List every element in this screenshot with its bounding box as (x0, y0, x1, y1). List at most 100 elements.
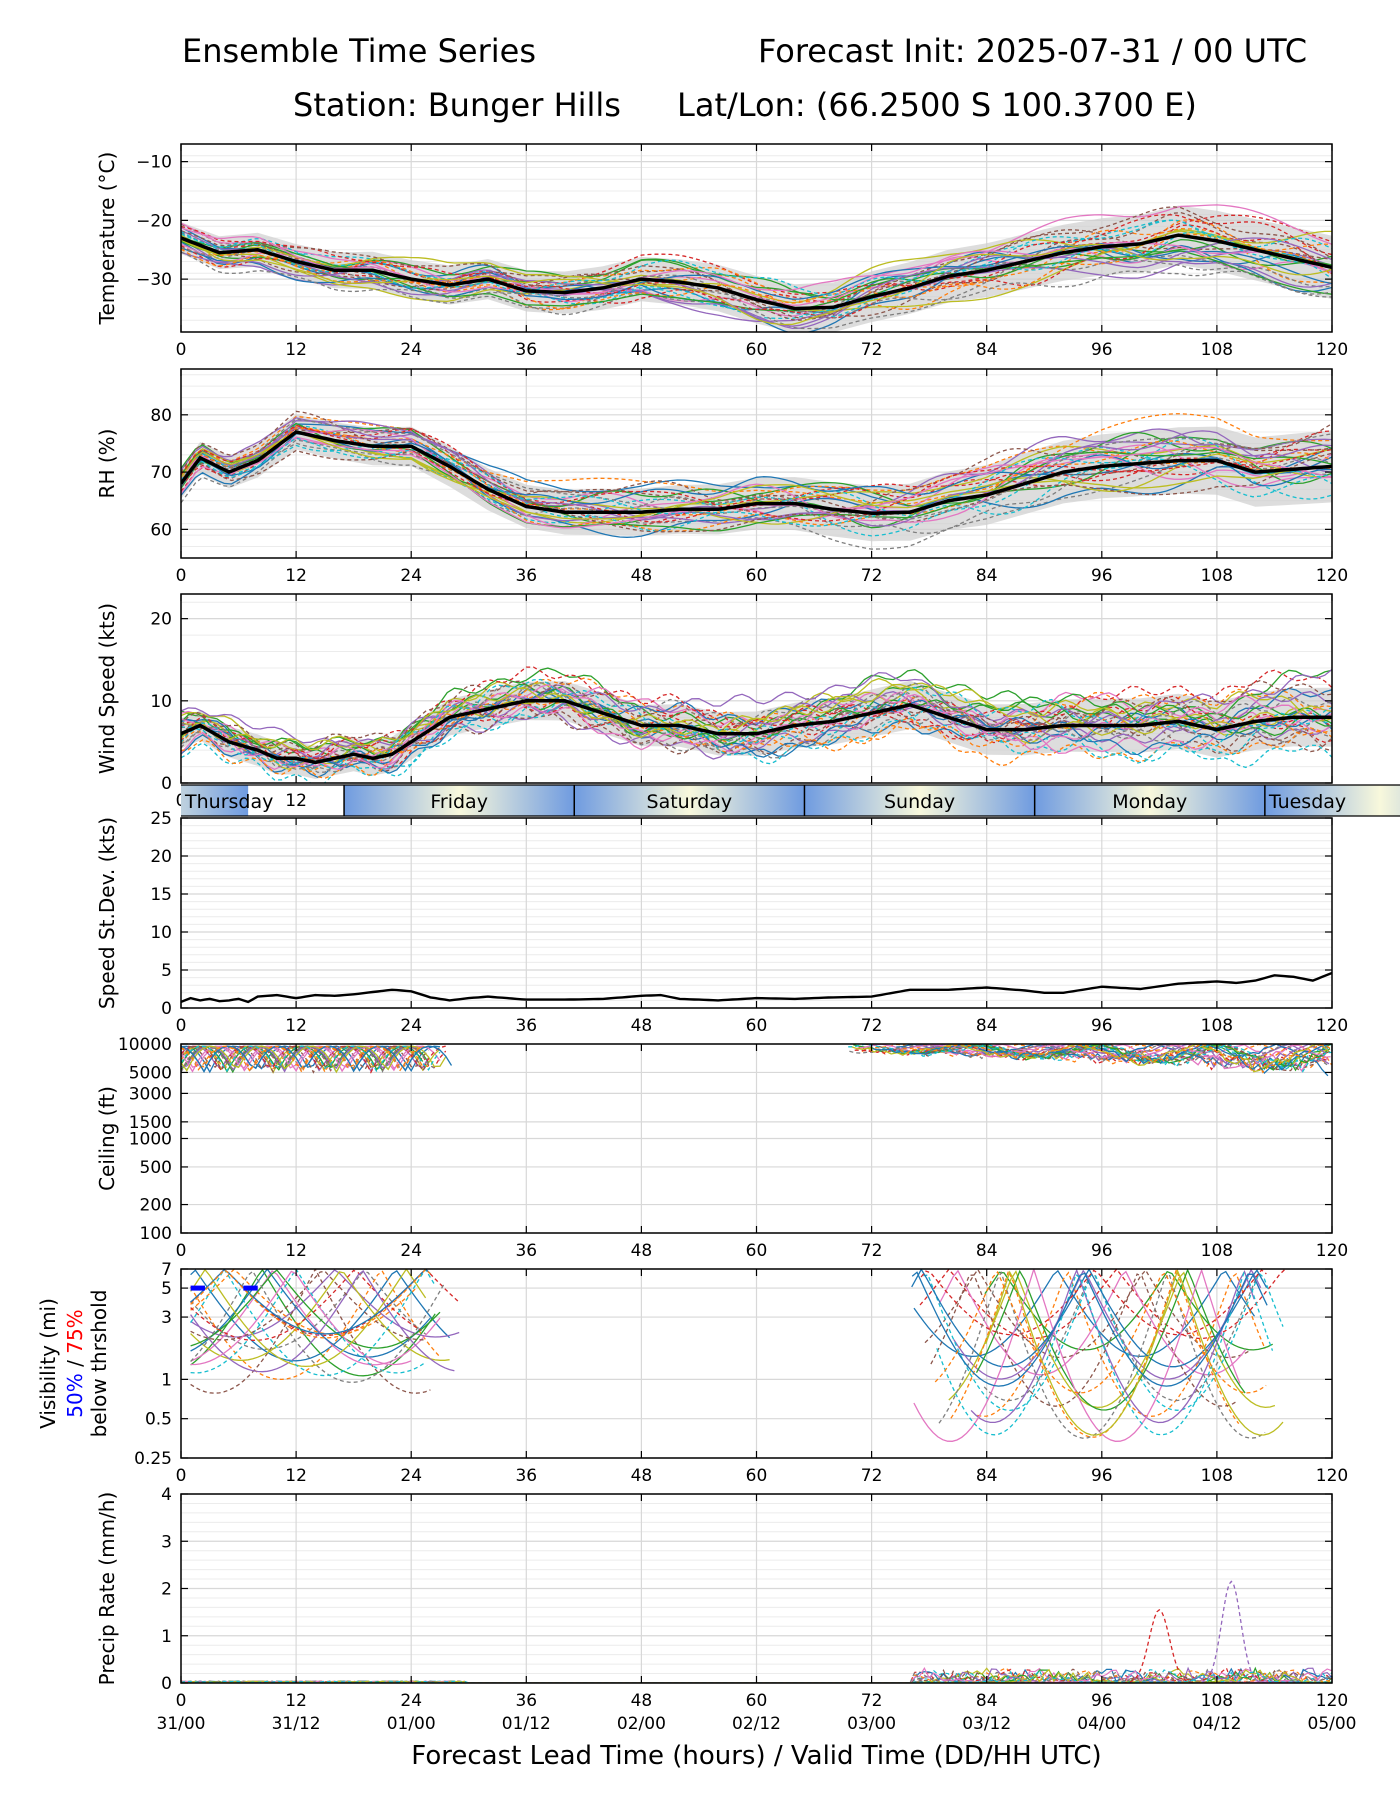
x-tick-label: 120 (1316, 1241, 1348, 1261)
ceiling-member-line (181, 1045, 423, 1073)
plot-area-sd (181, 971, 1332, 1004)
plot-area-precip (181, 1580, 1332, 1683)
visibility-member-line (911, 1271, 1268, 1387)
visibility-member-line (970, 1269, 1255, 1424)
x-tick-label: 60 (746, 566, 768, 586)
x-tick-label: 12 (285, 566, 307, 586)
y-tick-label: 1500 (129, 1113, 172, 1133)
y-tick-label: 10 (150, 692, 172, 712)
day-label: Thursday (184, 791, 273, 813)
visibility-member-line (190, 1269, 427, 1368)
panel-rh: 60 70 80 0 12 24 36 48 60 72 84 96 108 120 RH (%) (95, 368, 1348, 586)
x-tick-label: 72 (861, 566, 883, 586)
chart-title-latlon: Lat/Lon: (66.2500 S 100.3700 E) (677, 86, 1197, 124)
y-tick-label: 1 (161, 1627, 172, 1647)
y-axis-label: Speed St.Dev. (kts) (95, 817, 119, 1009)
precip-member-line (181, 1666, 1332, 1683)
x-tick-label: 12 (285, 1016, 307, 1036)
chart-title-left: Ensemble Time Series (182, 32, 536, 70)
visibility-member-line (190, 1269, 431, 1394)
y-tick-label: 20 (150, 610, 172, 630)
precip-spike-line (1173, 1580, 1289, 1683)
x-tick-label: 48 (631, 340, 653, 360)
y-axis-label: Visibility (mi) (36, 1298, 60, 1429)
ensemble-member-line (181, 442, 1332, 534)
y-tick-label: 10000 (118, 1035, 172, 1055)
y-tick-label: 5000 (129, 1063, 172, 1083)
label-75-percent: 75% (63, 1309, 87, 1353)
x-tick-label: 48 (631, 1016, 653, 1036)
y-tick-label: 0.25 (134, 1449, 172, 1469)
visibility-member-line (190, 1270, 446, 1383)
valid-time-label: 03/12 (962, 1714, 1011, 1734)
x-tick-label: 120 (1316, 1466, 1348, 1486)
x-tick-label: 108 (1201, 1691, 1233, 1711)
x-tick-label: 60 (746, 340, 768, 360)
visibility-member-line (190, 1270, 426, 1350)
ensemble-member-line (181, 679, 1332, 752)
ensemble-member-line (181, 228, 1332, 311)
y-axis-label-threshold: below thrshold (87, 1290, 111, 1438)
ensemble-member-line (181, 418, 1332, 521)
label-separator: / (63, 1354, 87, 1373)
x-tick-label: 84 (976, 340, 998, 360)
spread-band (181, 205, 1332, 332)
x-tick-label: 24 (400, 1241, 422, 1261)
x-tick-label: 84 (976, 1241, 998, 1261)
visibility-member-line (934, 1270, 1267, 1394)
ensemble-member-line (181, 678, 1332, 769)
visibility-member-line (938, 1271, 1266, 1439)
plot-area-rh (181, 410, 1332, 550)
visibility-member-line (985, 1269, 1284, 1436)
y-tick-label: 100 (140, 1224, 172, 1244)
x-tick-label: 72 (861, 340, 883, 360)
x-tick-label: 24 (400, 1466, 422, 1486)
x-tick-label: 36 (515, 340, 537, 360)
day-band: Thursday Friday Saturday Sunday Monday Tuesda… (181, 784, 1400, 817)
ceiling-member-line (181, 1045, 447, 1074)
ceiling-member-line (849, 1044, 1328, 1069)
x-tick-label: 12 (285, 1241, 307, 1261)
y-tick-label: 7 (161, 1260, 172, 1280)
ensemble-member-line (181, 682, 1332, 773)
plot-area-vis (190, 1269, 1285, 1442)
ensemble-mean-line (181, 971, 1332, 1004)
y-tick-label: 0 (161, 774, 172, 794)
x-tick-label: 72 (861, 1016, 883, 1036)
x-tick-label: 12 (285, 1691, 307, 1711)
ensemble-member-line (181, 433, 1332, 505)
ensemble-member-line (181, 683, 1332, 751)
y-axis-label: Ceiling (ft) (95, 1086, 119, 1191)
x-tick-label: 0 (176, 1016, 187, 1036)
visibility-member-line (920, 1269, 1267, 1336)
valid-time-label: 03/00 (847, 1714, 896, 1734)
ensemble-member-line (181, 666, 1332, 761)
x-tick-label: 24 (400, 1016, 422, 1036)
y-axis-label-percentiles: 50% / 75% (63, 1309, 87, 1417)
x-tick-label: 108 (1201, 340, 1233, 360)
ensemble-member-line (181, 427, 1332, 523)
ceiling-member-line (181, 1045, 441, 1073)
day-label: Tuesday (1268, 791, 1346, 813)
ensemble-member-line (181, 417, 1332, 518)
ceiling-member-line (181, 1045, 418, 1073)
y-tick-label: 5 (161, 1279, 172, 1299)
x-tick-label: 120 (1316, 340, 1348, 360)
y-tick-label: 10 (150, 923, 172, 943)
visibility-member-line (190, 1269, 436, 1377)
chart-title-station: Station: Bunger Hills (293, 86, 621, 124)
ensemble-member-line (181, 699, 1332, 770)
visibility-member-line (190, 1269, 441, 1349)
x-tick-label: 72 (861, 1241, 883, 1261)
valid-time-label: 01/12 (502, 1714, 551, 1734)
visibility-member-line (190, 1269, 431, 1358)
precip-spike-line (1101, 1608, 1217, 1683)
day-label: Saturday (647, 791, 733, 813)
ensemble-member-line (181, 437, 1332, 527)
y-tick-label: 3 (161, 1308, 172, 1328)
x-tick-label: 0 (176, 1241, 187, 1261)
day-band-cell (574, 785, 805, 816)
visibility-member-line (975, 1269, 1246, 1411)
ceiling-member-line (181, 1045, 429, 1074)
